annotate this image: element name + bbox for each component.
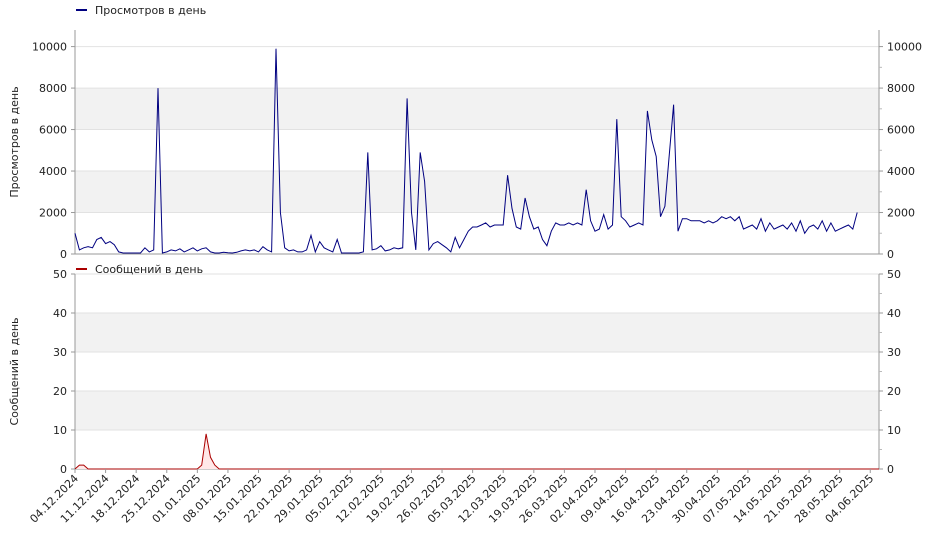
messages-ytick-label-left: 20 [53, 385, 67, 398]
views-ytick-label-right: 10000 [887, 41, 922, 54]
views-ylabel: Просмотров в день [8, 86, 21, 197]
messages-ylabel: Сообщений в день [8, 317, 21, 425]
views-ytick-label-left: 0 [60, 248, 67, 261]
messages-series-line [74, 433, 879, 470]
views-chart: 0 0 2000 2000 4000 4000 6000 6000 8000 8000 10000 1… [8, 4, 922, 261]
views-ytick-label-right: 2000 [887, 207, 915, 220]
messages-ytick-label-right: 40 [887, 307, 901, 320]
messages-ytick-label-left: 10 [53, 424, 67, 437]
views-ytick-label-left: 2000 [39, 207, 67, 220]
messages-ytick-label-right: 50 [887, 268, 901, 281]
views-grid-band [75, 171, 879, 213]
messages-grid-band [75, 313, 879, 352]
views-legend-label: Просмотров в день [95, 4, 206, 17]
views-ytick-label-right: 0 [887, 248, 894, 261]
messages-ytick-label-right: 30 [887, 346, 901, 359]
messages-ytick-label-left: 40 [53, 307, 67, 320]
views-ytick-label-right: 6000 [887, 124, 915, 137]
views-series-line [74, 48, 858, 254]
views-ytick-label-right: 4000 [887, 165, 915, 178]
messages-grid-band [75, 391, 879, 430]
views-ytick-label-right: 8000 [887, 82, 915, 95]
date-axis: 04.12.202411.12.202418.12.202425.12.2024… [27, 469, 876, 526]
views-ytick-label-left: 8000 [39, 82, 67, 95]
messages-ytick-label-left: 30 [53, 346, 67, 359]
views-ytick-label-left: 4000 [39, 165, 67, 178]
messages-legend-label: Сообщений в день [95, 263, 203, 276]
messages-ytick-label-right: 10 [887, 424, 901, 437]
messages-series-area [75, 433, 879, 469]
views-ytick-label-left: 10000 [32, 41, 67, 54]
messages-ytick-label-right: 0 [887, 463, 894, 476]
messages-chart: 0 0 10 10 20 20 30 30 40 40 50 50 Сообщений в день Со… [8, 263, 901, 476]
views-grid-band [75, 88, 879, 130]
messages-ytick-label-left: 0 [60, 463, 67, 476]
messages-ytick-label-left: 50 [53, 268, 67, 281]
messages-ytick-label-right: 20 [887, 385, 901, 398]
views-ytick-label-left: 6000 [39, 124, 67, 137]
